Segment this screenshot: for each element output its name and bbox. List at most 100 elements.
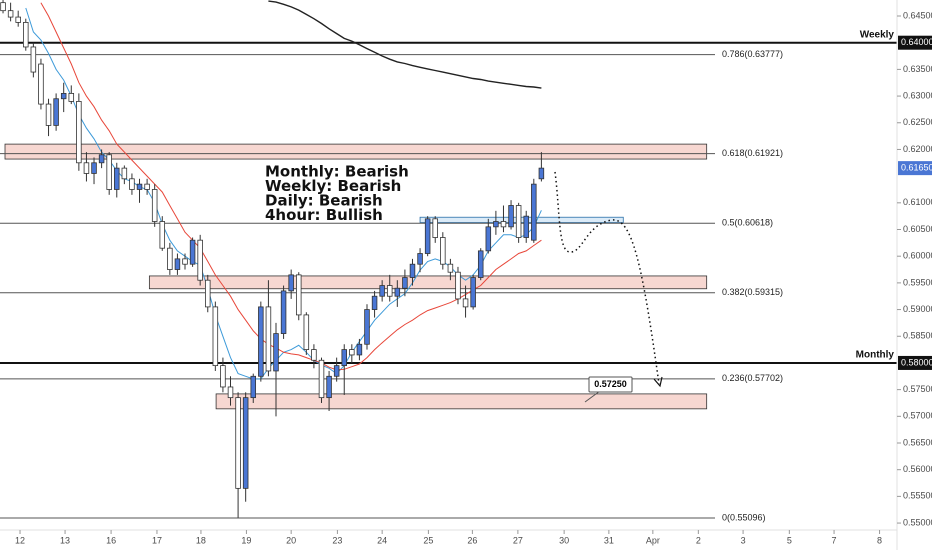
candle-body [470, 277, 476, 308]
price-tag-label: 0.64000 [901, 37, 932, 47]
candle-body [417, 253, 423, 265]
target-box [588, 376, 633, 393]
x-tick-label: 18 [196, 535, 206, 545]
candle-body [326, 375, 332, 399]
moving-average [268, 0, 542, 89]
candle-body [371, 295, 378, 310]
candle-body [379, 285, 385, 297]
x-tick-label: 5 [787, 535, 792, 545]
y-tick-label: 0.55000 [903, 517, 932, 527]
candle-body [45, 103, 52, 126]
x-tick-label: 26 [467, 535, 477, 545]
candle-body [364, 309, 370, 345]
x-tick-label: 8 [877, 535, 882, 545]
candle-body [341, 349, 347, 367]
x-tick-label: 3 [741, 535, 746, 545]
candle-body [295, 274, 302, 316]
x-tick-label: 7 [832, 535, 837, 545]
candle-body [265, 306, 272, 372]
candle-body [53, 98, 59, 126]
x-tick-label: 2 [696, 535, 701, 545]
x-tick-label: 27 [513, 535, 523, 545]
zone [215, 393, 708, 410]
candle-body [98, 154, 105, 164]
projection-arrow [653, 376, 663, 388]
candle-body [440, 237, 446, 265]
candle-body [394, 287, 401, 297]
x-tick-label: 25 [423, 535, 433, 545]
candle-body [76, 101, 82, 164]
candle-body [455, 271, 461, 300]
candle-body [424, 218, 431, 254]
candle-body [159, 221, 166, 249]
candle-body [220, 365, 226, 388]
candle-body [258, 306, 264, 377]
candle-body [515, 205, 522, 238]
projection-path [554, 171, 660, 385]
bias-text: 4hour: Bullish [265, 206, 383, 224]
candle-body [493, 221, 499, 228]
price-tag-label: 0.61650 [901, 163, 932, 173]
candle-body [311, 349, 317, 361]
fib-label: 0.786(0.63777) [722, 49, 783, 59]
candle-body [447, 263, 454, 273]
candle-body [273, 333, 279, 372]
candle-body [242, 397, 249, 489]
candle-body [318, 359, 325, 399]
candle-body [83, 162, 90, 174]
candle-body [333, 365, 340, 377]
candle-body [205, 279, 211, 308]
candle-body [68, 93, 75, 102]
price-tag-label: 0.58000 [901, 357, 932, 367]
candle-body [91, 162, 97, 174]
candle-body [349, 349, 355, 356]
candle-body [15, 16, 21, 23]
level-label: Weekly [860, 29, 895, 40]
candle-body [462, 298, 469, 308]
fib-label: 0.236(0.57702) [722, 373, 783, 383]
candle-body [121, 167, 128, 180]
candle-body [136, 183, 143, 190]
x-tick-label: 12 [15, 535, 25, 545]
candle-body [409, 263, 416, 278]
x-tick-label: 20 [286, 535, 296, 545]
zone [419, 216, 624, 223]
candle-body [23, 22, 29, 48]
candle-body [485, 226, 492, 252]
candle-body [182, 258, 188, 265]
candle-body [38, 63, 44, 105]
candle-body [288, 274, 294, 292]
candle-body [386, 285, 393, 297]
bias-text: Weekly: Bearish [265, 177, 401, 195]
candle-body [129, 178, 135, 190]
price-tag [898, 161, 932, 176]
bias-text: Daily: Bearish [265, 192, 383, 210]
x-tick-label: 31 [604, 535, 614, 545]
fib-label: 0(0.55096) [722, 512, 766, 522]
candle-body [197, 239, 203, 281]
bias-text: Monthly: Bearish [265, 163, 409, 181]
candle-body [114, 167, 120, 190]
candle-body [235, 397, 241, 489]
candle-body [432, 218, 438, 238]
candle-body [500, 221, 507, 228]
x-tick-label: 16 [106, 535, 116, 545]
x-tick-label: 23 [332, 535, 342, 545]
candle-body [189, 239, 196, 265]
level-label: Monthly [856, 350, 895, 361]
candle-body [523, 215, 529, 238]
price-tag [898, 35, 932, 50]
